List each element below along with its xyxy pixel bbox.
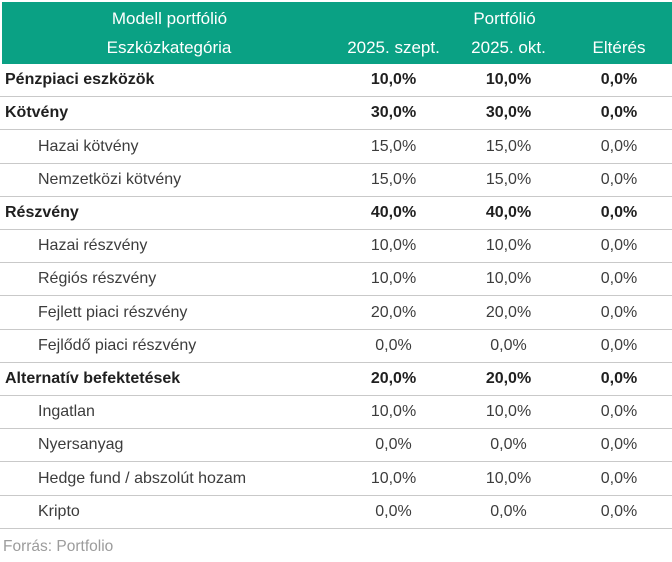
table-header: Modell portfólió Portfólió Eszközkategór… bbox=[2, 2, 672, 64]
asset-category-cell: Régiós részvény bbox=[38, 270, 157, 288]
header-group-row: Modell portfólió Portfólió bbox=[2, 2, 672, 33]
table-row: Kötvény 30,0% 30,0% 0,0% bbox=[0, 97, 672, 131]
okt-value-cell: 10,0% bbox=[485, 403, 532, 421]
difference-value-cell: 0,0% bbox=[600, 170, 638, 188]
header-group-portfolio: Portfólió bbox=[473, 9, 536, 28]
asset-category-cell: Kötvény bbox=[5, 104, 69, 122]
okt-value-cell: 15,0% bbox=[485, 137, 532, 155]
asset-category-cell: Hedge fund / abszolút hozam bbox=[38, 469, 247, 487]
table-row: Alternatív befektetések 20,0% 20,0% 0,0% bbox=[0, 363, 672, 397]
table-body: Pénzpiaci eszközök 10,0% 10,0% 0,0% Kötvény 3… bbox=[0, 64, 672, 529]
asset-category-cell: Hazai kötvény bbox=[38, 137, 139, 155]
table-row: Pénzpiaci eszközök 10,0% 10,0% 0,0% bbox=[0, 64, 672, 98]
difference-value-cell: 0,0% bbox=[600, 469, 638, 487]
okt-value-cell: 0,0% bbox=[490, 336, 527, 354]
sept-value-cell: 10,0% bbox=[370, 403, 417, 421]
table-row: Fejlett piaci részvény 20,0% 20,0% 0,0% bbox=[0, 296, 672, 330]
okt-value-cell: 20,0% bbox=[485, 303, 532, 321]
column-header-asset-category: Eszközkategória bbox=[106, 38, 232, 57]
okt-value-cell: 10,0% bbox=[485, 237, 532, 255]
asset-category-cell: Fejlett piaci részvény bbox=[38, 303, 188, 321]
okt-value-cell: 10,0% bbox=[485, 270, 532, 288]
column-header-okt-2025: 2025. okt. bbox=[471, 38, 546, 57]
table-row: Fejlődő piaci részvény 0,0% 0,0% 0,0% bbox=[0, 330, 672, 363]
okt-value-cell: 30,0% bbox=[485, 104, 532, 122]
table-row: Ingatlan 10,0% 10,0% 0,0% bbox=[0, 396, 672, 430]
okt-value-cell: 10,0% bbox=[485, 469, 532, 487]
table-row: Nyersanyag 0,0% 0,0% 0,0% bbox=[0, 429, 672, 463]
difference-value-cell: 0,0% bbox=[600, 436, 638, 454]
asset-category-cell: Ingatlan bbox=[38, 403, 95, 421]
okt-value-cell: 20,0% bbox=[485, 369, 532, 387]
table-row: Hazai kötvény 15,0% 15,0% 0,0% bbox=[0, 130, 672, 164]
difference-value-cell: 0,0% bbox=[600, 71, 638, 89]
okt-value-cell: 40,0% bbox=[485, 203, 532, 221]
difference-value-cell: 0,0% bbox=[600, 303, 638, 321]
difference-value-cell: 0,0% bbox=[600, 137, 638, 155]
sept-value-cell: 0,0% bbox=[375, 436, 412, 454]
okt-value-cell: 0,0% bbox=[490, 502, 527, 520]
asset-category-cell: Alternatív befektetések bbox=[5, 369, 181, 387]
asset-category-cell: Fejlődő piaci részvény bbox=[38, 336, 197, 354]
column-header-sept-2025: 2025. szept. bbox=[347, 38, 440, 57]
sept-value-cell: 10,0% bbox=[370, 270, 417, 288]
sept-value-cell: 0,0% bbox=[375, 336, 412, 354]
difference-value-cell: 0,0% bbox=[600, 403, 638, 421]
table-row: Hedge fund / abszolút hozam 10,0% 10,0% 0,0… bbox=[0, 462, 672, 496]
difference-value-cell: 0,0% bbox=[600, 237, 638, 255]
column-header-difference: Eltérés bbox=[592, 38, 646, 57]
asset-category-cell: Pénzpiaci eszközök bbox=[5, 71, 155, 89]
okt-value-cell: 0,0% bbox=[490, 436, 527, 454]
sept-value-cell: 20,0% bbox=[370, 369, 417, 387]
sept-value-cell: 15,0% bbox=[370, 137, 417, 155]
asset-category-cell: Nemzetközi kötvény bbox=[38, 170, 182, 188]
asset-category-cell: Nyersanyag bbox=[38, 436, 124, 454]
difference-value-cell: 0,0% bbox=[600, 336, 638, 354]
asset-category-cell: Részvény bbox=[5, 203, 79, 221]
sept-value-cell: 15,0% bbox=[370, 170, 417, 188]
source-note: Forrás: Portfolio bbox=[3, 537, 114, 555]
table-row: Kripto 0,0% 0,0% 0,0% bbox=[0, 496, 672, 529]
sept-value-cell: 20,0% bbox=[370, 303, 417, 321]
sept-value-cell: 40,0% bbox=[370, 203, 417, 221]
table-row: Részvény 40,0% 40,0% 0,0% bbox=[0, 197, 672, 231]
okt-value-cell: 10,0% bbox=[485, 71, 532, 89]
table-row: Nemzetközi kötvény 15,0% 15,0% 0,0% bbox=[0, 164, 672, 197]
sept-value-cell: 0,0% bbox=[375, 502, 412, 520]
sept-value-cell: 10,0% bbox=[370, 237, 417, 255]
header-columns-row: Eszközkategória 2025. szept. 2025. okt. … bbox=[2, 33, 672, 64]
difference-value-cell: 0,0% bbox=[600, 502, 638, 520]
asset-category-cell: Kripto bbox=[38, 502, 80, 520]
difference-value-cell: 0,0% bbox=[600, 369, 638, 387]
difference-value-cell: 0,0% bbox=[600, 203, 638, 221]
okt-value-cell: 15,0% bbox=[485, 170, 532, 188]
difference-value-cell: 0,0% bbox=[600, 104, 638, 122]
sept-value-cell: 10,0% bbox=[370, 469, 417, 487]
sept-value-cell: 10,0% bbox=[370, 71, 417, 89]
asset-category-cell: Hazai részvény bbox=[38, 237, 148, 255]
table-row: Hazai részvény 10,0% 10,0% 0,0% bbox=[0, 230, 672, 264]
table-row: Régiós részvény 10,0% 10,0% 0,0% bbox=[0, 263, 672, 297]
header-group-model-portfolio: Modell portfólió bbox=[111, 9, 228, 28]
sept-value-cell: 30,0% bbox=[370, 104, 417, 122]
difference-value-cell: 0,0% bbox=[600, 270, 638, 288]
